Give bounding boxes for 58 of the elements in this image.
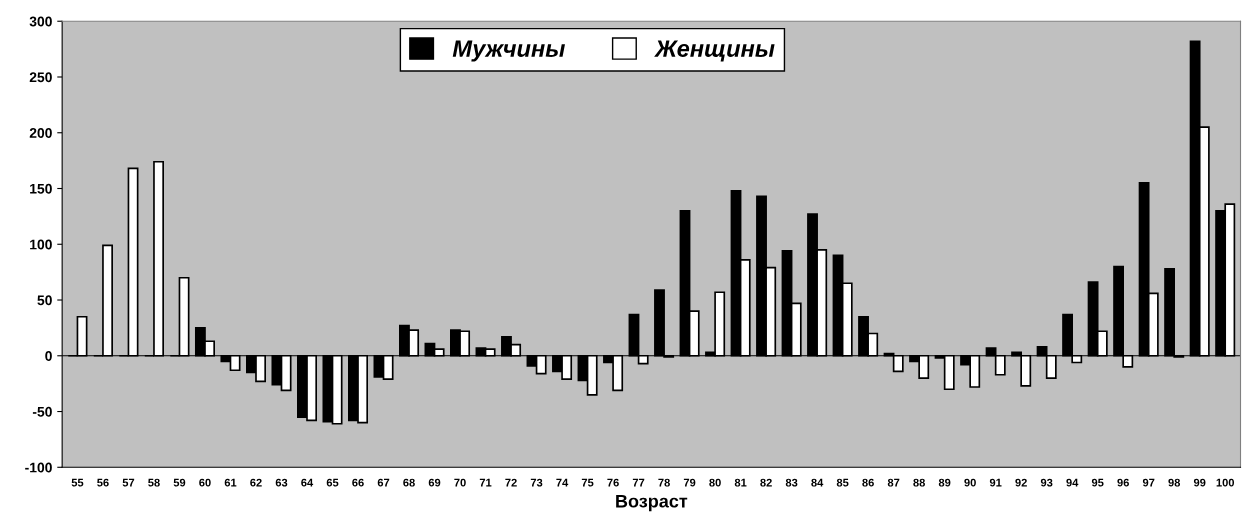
x-tick-label: 63 [275, 478, 288, 487]
y-tick-label: 0 [45, 351, 52, 361]
y-tick-label: 100 [30, 239, 52, 250]
x-tick-label: 80 [709, 478, 721, 487]
x-tick-label: 76 [607, 478, 619, 487]
x-tick-label: 74 [556, 478, 569, 487]
y-tick-label: 200 [29, 128, 52, 138]
x-tick-label: 98 [1168, 478, 1181, 487]
x-tick-label: 65 [326, 478, 339, 487]
x-tick-label: 93 [1040, 478, 1053, 487]
x-tick-label: 81 [734, 478, 747, 487]
x-tick-label: 64 [301, 478, 314, 487]
x-tick-label: 84 [811, 478, 824, 487]
x-tick-label: 100 [1216, 478, 1235, 487]
x-tick-label: 85 [836, 478, 849, 487]
x-tick-label: 55 [71, 478, 84, 487]
x-tick-label: 59 [173, 478, 186, 487]
x-tick-label: 90 [964, 478, 976, 487]
x-tick-label: 66 [352, 478, 364, 487]
x-tick-label: 72 [505, 478, 517, 487]
x-tick-label: 77 [632, 478, 645, 487]
x-tick-label: 99 [1193, 478, 1206, 487]
x-tick-label: 58 [148, 478, 160, 487]
x-tick-label: 91 [989, 478, 1002, 487]
x-tick-label: 57 [122, 478, 135, 487]
x-tick-label: 89 [938, 478, 951, 487]
x-tick-label: 73 [530, 478, 543, 487]
x-tick-label: 67 [377, 478, 390, 487]
x-tick-label: 96 [1117, 478, 1129, 487]
x-tick-label: 82 [760, 478, 772, 487]
y-tick-label: 250 [29, 72, 52, 83]
x-tick-label: 75 [581, 478, 594, 487]
x-tick-label: 61 [224, 478, 237, 487]
y-tick-label: 150 [30, 183, 52, 194]
x-tick-label: 88 [913, 478, 925, 487]
x-tick-label: 86 [862, 478, 874, 487]
legend-label: Мужчины [452, 40, 565, 62]
x-tick-label: 92 [1015, 478, 1027, 487]
x-tick-label: 56 [97, 478, 109, 487]
x-tick-label: 62 [250, 478, 262, 487]
legend-label: Женщины [654, 40, 775, 62]
y-tick-label: 50 [37, 295, 52, 306]
x-tick-label: 69 [428, 478, 441, 487]
y-tick-label: -50 [32, 406, 52, 417]
x-tick-label: 71 [479, 478, 492, 487]
y-tick-label: 300 [29, 16, 52, 27]
x-tick-label: 87 [887, 478, 900, 487]
x-tick-label: 79 [683, 478, 696, 487]
x-tick-label: 60 [199, 478, 211, 487]
x-tick-label: 68 [403, 478, 415, 487]
x-tick-label: 94 [1066, 478, 1079, 487]
x-tick-label: 78 [658, 478, 670, 487]
x-tick-label: 70 [454, 478, 466, 487]
x-tick-label: 95 [1091, 478, 1104, 487]
x-axis-title: Возраст [616, 494, 688, 512]
x-tick-label: 97 [1142, 478, 1155, 487]
x-tick-label: 83 [785, 478, 798, 487]
y-tick-label: -100 [25, 462, 52, 473]
